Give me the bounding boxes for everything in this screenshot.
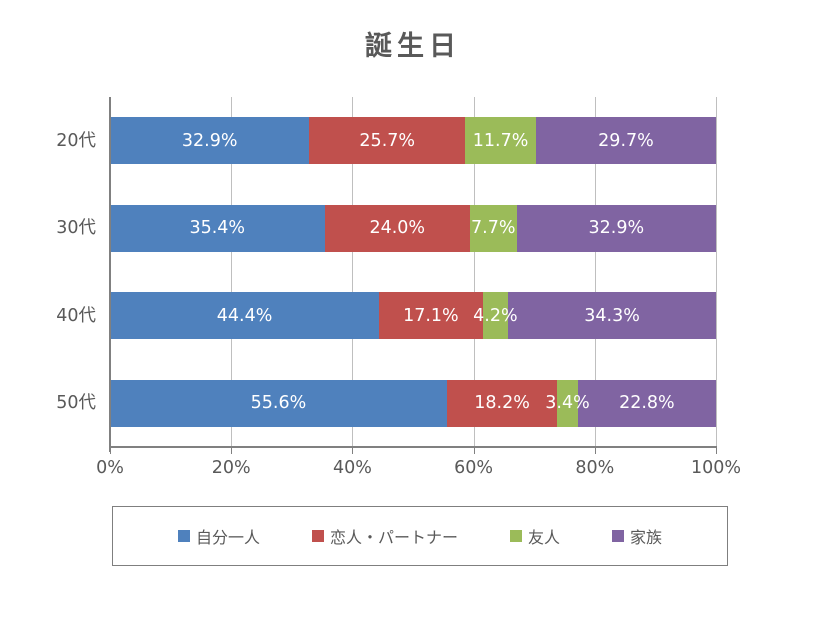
x-tick-mark [473, 448, 475, 454]
x-tick-label: 0% [96, 458, 124, 478]
bar-segment: 18.2% [446, 379, 558, 427]
bar-value-label: 44.4% [216, 305, 273, 326]
bar-value-label: 4.2% [473, 305, 518, 326]
gridline [716, 97, 717, 447]
gridline [594, 97, 596, 447]
bar-row: 32.9% 25.7% 11.7% 29.7% [110, 117, 716, 165]
bar-row: 44.4% 17.1% 4.2% 34.3% [110, 292, 716, 340]
bar-row: 55.6% 18.2% 3.4% 22.8% [110, 379, 716, 427]
gridline [231, 97, 233, 447]
x-tick-mark [352, 448, 354, 454]
bar-value-label: 3.4% [545, 393, 590, 414]
bar-value-label: 7.7% [471, 218, 516, 239]
legend-swatch-icon [510, 530, 522, 542]
bar-segment: 4.2% [473, 292, 518, 340]
bar-segment: 32.9% [110, 117, 310, 165]
bar-segment: 17.1% [379, 292, 483, 340]
bar-value-label: 34.3% [584, 305, 640, 326]
bar-segment: 24.0% [324, 204, 470, 252]
gridline [352, 97, 354, 447]
chart-title: 誕生日 [365, 31, 461, 62]
y-axis-line [109, 97, 111, 452]
x-axis-line [109, 446, 717, 448]
x-tick-label: 60% [454, 458, 494, 478]
bar-value-label: 32.9% [588, 218, 645, 239]
bar-segment: 35.4% [110, 204, 325, 252]
bar-value-label: 25.7% [359, 130, 416, 151]
bar-value-label: 24.0% [369, 218, 426, 239]
x-tick-mark [594, 448, 596, 454]
bar-value-label: 17.1% [403, 305, 459, 326]
x-tick-label: 100% [690, 458, 742, 478]
bar-segment: 25.7% [309, 117, 466, 165]
bar-segment: 3.4% [545, 379, 590, 427]
bar-segment: 29.7% [535, 117, 716, 165]
gridline [473, 97, 475, 447]
legend-swatch-icon [177, 530, 190, 542]
category-label: 50代 [56, 393, 96, 414]
legend: 自分一人 恋人・パートナー 友人 家族 [112, 506, 728, 566]
legend-item: 友人 [510, 524, 560, 548]
bar-value-label: 18.2% [474, 393, 530, 414]
bar-value-label: 35.4% [189, 218, 246, 239]
category-label: 30代 [56, 218, 96, 239]
bar-segment: 11.7% [465, 117, 536, 165]
legend-label: 自分一人 [195, 528, 260, 547]
bar-value-label: 22.8% [619, 393, 675, 414]
category-label: 20代 [56, 130, 96, 151]
x-tick-mark [716, 448, 717, 454]
legend-label: 友人 [528, 528, 561, 547]
bar-segment: 34.3% [508, 292, 716, 340]
bar-value-label: 11.7% [472, 130, 529, 151]
legend-item: 恋人・パートナー [311, 524, 458, 548]
category-label: 40代 [56, 305, 96, 326]
bar-segment: 32.9% [516, 204, 716, 252]
x-tick-label: 80% [575, 458, 615, 478]
legend-swatch-icon [612, 530, 625, 542]
x-tick-label: 20% [211, 458, 251, 478]
bar-segment: 7.7% [469, 204, 517, 252]
bar-value-label: 55.6% [250, 393, 307, 414]
legend-swatch-icon [311, 530, 324, 542]
bar-segment: 55.6% [110, 379, 447, 427]
bar-value-label: 29.7% [598, 130, 654, 151]
bar-row: 35.4% 24.0% 7.7% 32.9% [110, 204, 716, 252]
legend-label: 恋人・パートナー [329, 528, 458, 547]
legend-label: 家族 [630, 528, 663, 547]
x-tick-mark [110, 448, 111, 454]
x-tick-mark [231, 448, 233, 454]
legend-item: 自分一人 [177, 524, 260, 548]
bar-segment: 44.4% [110, 292, 380, 340]
x-tick-label: 40% [332, 458, 372, 478]
bar-segment: 22.8% [577, 379, 716, 427]
bar-value-label: 32.9% [181, 130, 238, 151]
plot-area: 32.9% 25.7% 11.7% 29.7% 35.4% 24.0% 7.7% 32.9% 4… [110, 97, 717, 447]
legend-item: 家族 [612, 524, 662, 548]
